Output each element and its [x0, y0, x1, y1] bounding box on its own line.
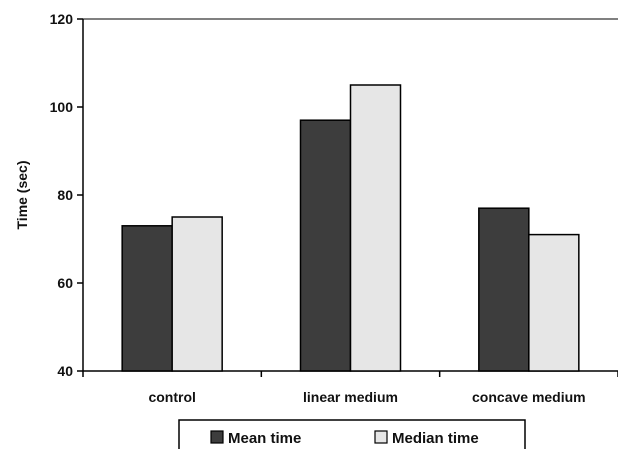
legend: Mean time Median time [178, 419, 526, 449]
bar-median-time [349, 84, 402, 372]
legend-box [178, 419, 526, 449]
y-tick-label: 100 [50, 99, 74, 115]
y-tick-label: 120 [50, 11, 74, 27]
y-tick-label: 40 [57, 363, 73, 379]
y-axis-ticks: 40 60 80 100 120 [50, 11, 83, 379]
x-category-label: concave medium [472, 389, 586, 405]
bar-mean-time [299, 119, 352, 372]
y-axis-title: Time (sec) [14, 161, 30, 230]
legend-swatch [374, 430, 388, 444]
y-tick-label: 60 [57, 275, 73, 291]
y-tick-label: 80 [57, 187, 73, 203]
bar-median-time [171, 216, 223, 372]
legend-swatch [210, 430, 224, 444]
legend-label: Median time [392, 430, 479, 447]
bars [121, 84, 580, 372]
bar-mean-time [478, 207, 530, 372]
legend-label: Mean time [228, 430, 301, 447]
x-category-label: linear medium [303, 389, 398, 405]
x-axis-labels: control linear medium concave medium [82, 371, 618, 405]
bar-mean-time [121, 225, 173, 372]
bar-median-time [528, 233, 580, 372]
x-category-label: control [148, 389, 195, 405]
